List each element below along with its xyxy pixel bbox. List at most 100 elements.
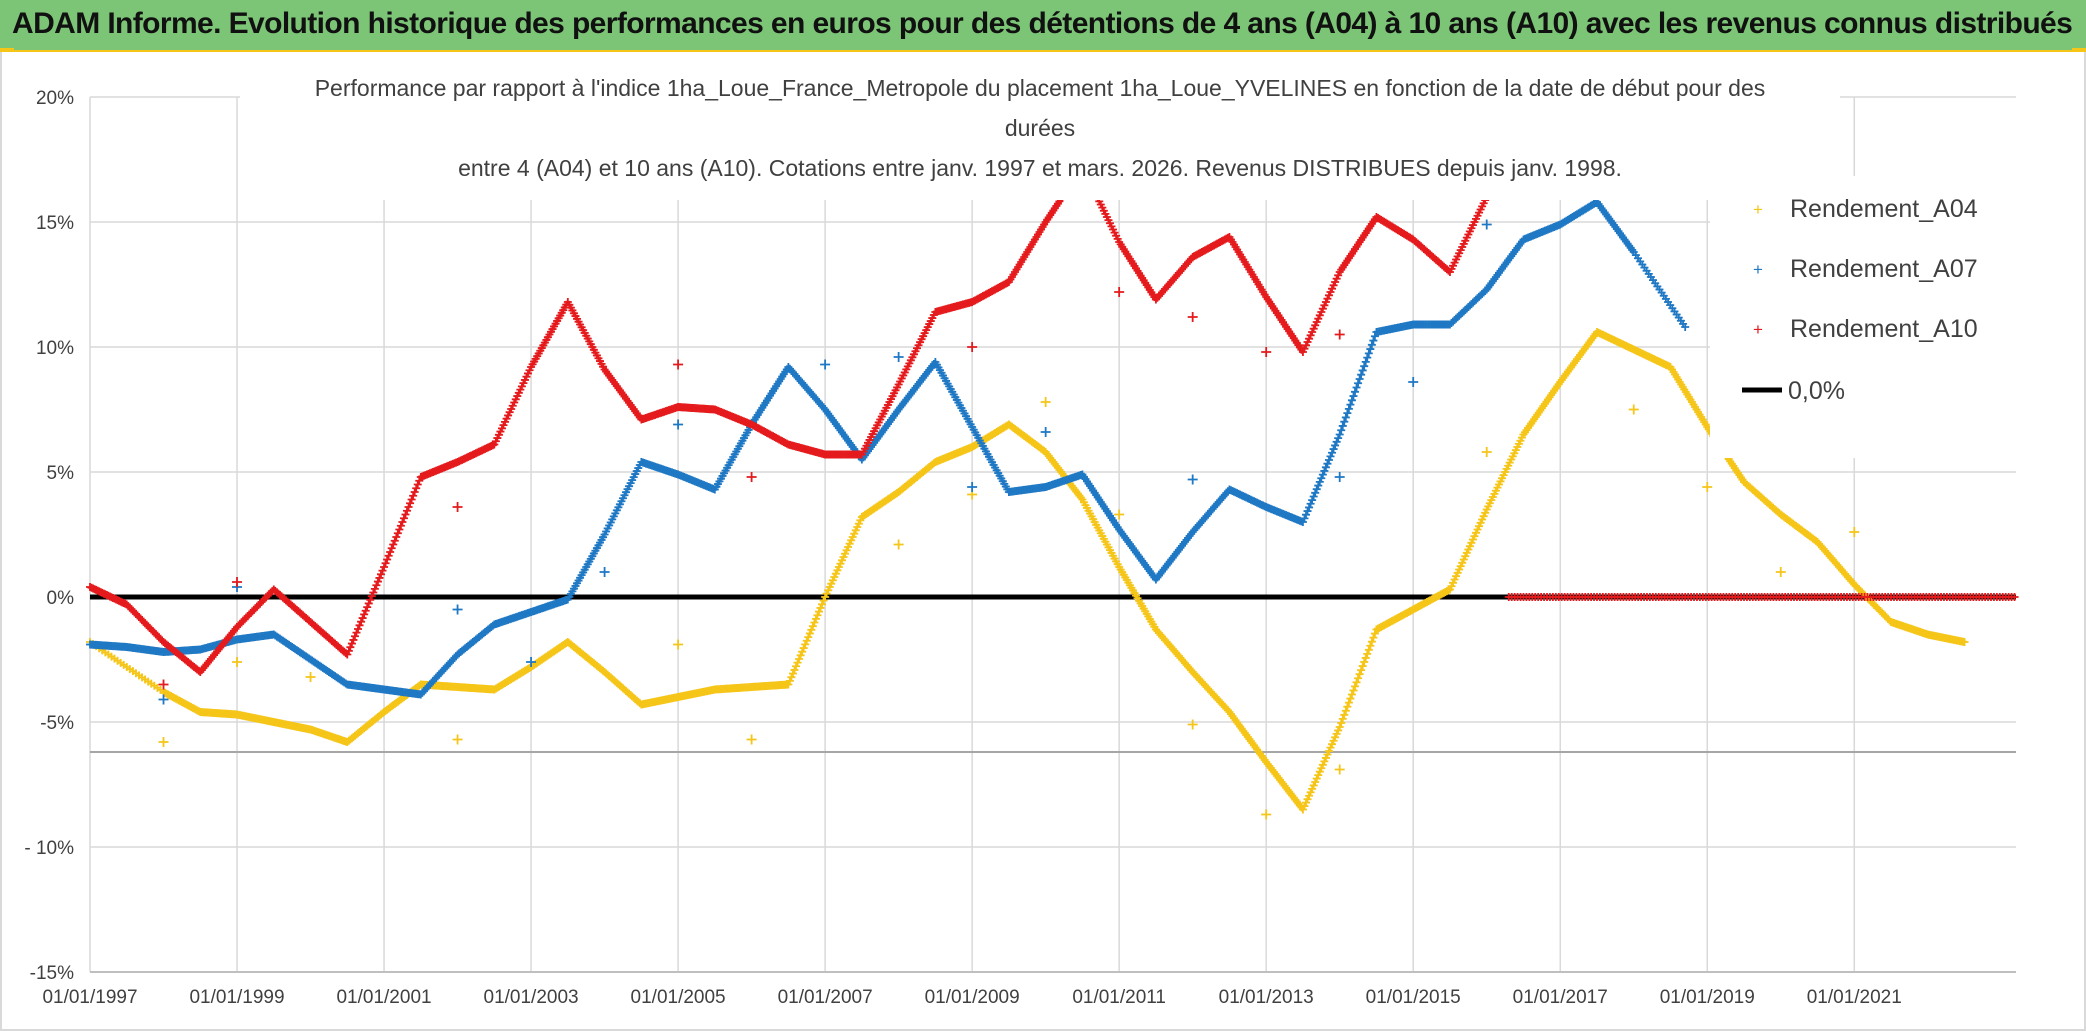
series-point <box>1331 441 1340 450</box>
y-tick-label: 15% <box>36 213 74 234</box>
series-point <box>370 584 379 593</box>
y-tick-label: -15% <box>30 963 74 984</box>
series-point <box>1324 456 1333 465</box>
legend-marker-a04: + <box>1753 200 1763 219</box>
chart-title-background <box>240 62 1840 200</box>
series-point <box>1300 514 1309 523</box>
series-point <box>1352 678 1361 687</box>
series-outlier-point <box>1334 329 1345 340</box>
legend-label-zero: 0,0% <box>1788 377 1845 405</box>
series-outlier-point <box>967 342 978 352</box>
series-point <box>814 607 823 616</box>
chart-title-line-1: Performance par rapport à l'indice 1ha_L… <box>315 75 1766 101</box>
series-point <box>1341 413 1350 422</box>
series-point <box>1341 706 1350 715</box>
report-banner-title: ADAM Informe. Evolution historique des p… <box>12 7 2073 40</box>
series-point <box>1349 392 1358 401</box>
series-point <box>802 636 811 645</box>
series-point <box>1361 357 1370 366</box>
series-point <box>1329 445 1338 454</box>
series-point <box>807 625 816 634</box>
series-point <box>1343 409 1352 418</box>
x-tick-label: 01/01/2003 <box>484 987 579 1008</box>
series-outlier-point <box>452 734 463 745</box>
series-point <box>1323 459 1332 468</box>
series-point <box>398 518 407 526</box>
series-point <box>409 491 418 500</box>
series-point <box>816 603 825 612</box>
x-tick-label: 01/01/1997 <box>42 987 137 1008</box>
series-outlier-point <box>746 472 757 482</box>
series-outlier-point <box>1114 509 1125 520</box>
series-outlier-point <box>1334 472 1345 482</box>
chart-axes: 20% 15% 10% 5% 0% -5% - 10% -15% 01/01/1997 01/01… <box>24 88 2016 1008</box>
series-outlier-point <box>673 359 684 370</box>
x-tick-label: 01/01/2009 <box>925 987 1020 1008</box>
series-point <box>343 650 352 659</box>
series-point <box>790 665 799 674</box>
series-point <box>355 621 364 630</box>
series-point <box>404 503 413 511</box>
series-point <box>1355 670 1364 679</box>
series-point <box>1346 694 1355 703</box>
series-point <box>1351 387 1360 396</box>
series-outlier-point <box>820 359 831 370</box>
series-point <box>367 592 376 601</box>
chart-title-line-3: entre 4 (A04) et 10 ans (A10). Cotations… <box>458 155 1622 181</box>
series-point <box>784 680 793 689</box>
series-point <box>1338 714 1347 723</box>
y-tick-label: - 10% <box>24 838 74 859</box>
series-point <box>346 643 355 652</box>
y-tick-label: -5% <box>40 713 74 734</box>
series-point <box>1320 466 1329 475</box>
y-tick-label: 20% <box>36 88 74 109</box>
series-point <box>399 514 408 523</box>
series-point <box>1309 492 1318 501</box>
series-point <box>407 495 416 504</box>
series-point <box>401 510 410 519</box>
series-point <box>1367 637 1376 646</box>
series-point <box>1312 485 1321 494</box>
series-point <box>381 559 390 568</box>
legend-marker-a07: + <box>1753 260 1763 279</box>
series-point <box>810 618 819 627</box>
series-point <box>788 669 797 678</box>
series-outlier-point <box>1775 567 1786 577</box>
series-point <box>350 632 359 641</box>
series-a04 <box>86 328 1969 820</box>
x-tick-label: 01/01/2001 <box>336 987 431 1008</box>
x-tick-label: 01/01/2005 <box>631 987 726 1008</box>
series-point <box>390 536 399 545</box>
series-point <box>347 639 356 648</box>
series-point <box>1367 340 1376 349</box>
series-point <box>406 499 415 508</box>
series-point <box>1366 345 1375 354</box>
series-point <box>1340 417 1349 426</box>
series-outlier-point <box>1187 312 1198 322</box>
series-point <box>1315 477 1324 486</box>
legend-label-a07: Rendement_A07 <box>1790 255 1978 283</box>
series-outlier-point <box>1261 809 1272 820</box>
series-point <box>344 646 353 655</box>
series-point <box>804 633 813 642</box>
series-outlier-point <box>1849 527 1860 537</box>
report-banner: ADAM Informe. Evolution historique des p… <box>0 0 2086 52</box>
series-point <box>787 673 796 682</box>
series-outlier-point <box>1481 447 1492 457</box>
series-point <box>395 525 404 534</box>
series-point <box>380 563 389 571</box>
series-point <box>1357 666 1366 675</box>
chart-series <box>86 163 2019 820</box>
series-point <box>1311 488 1320 497</box>
series-point <box>361 606 370 615</box>
series-point <box>396 521 405 530</box>
series-point <box>1360 362 1369 371</box>
series-point <box>1361 653 1370 662</box>
corner-accent-left <box>0 48 14 52</box>
series-point <box>1354 674 1363 683</box>
series-outlier-point <box>1040 427 1051 437</box>
series-point <box>1335 723 1344 731</box>
series-point <box>1364 349 1373 358</box>
series-point <box>1360 658 1369 666</box>
y-tick-label: 10% <box>36 338 74 359</box>
